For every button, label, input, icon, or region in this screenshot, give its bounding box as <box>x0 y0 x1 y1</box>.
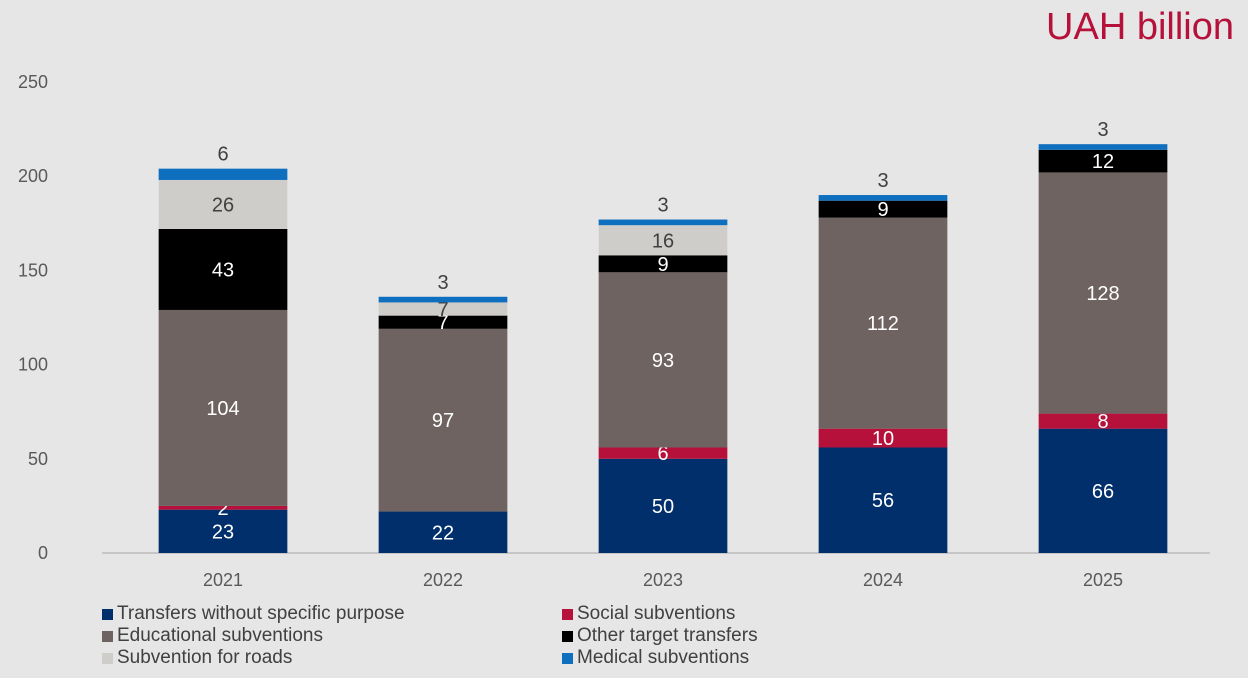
legend-swatch <box>102 630 113 642</box>
data-label: 7 <box>437 299 448 321</box>
y-tick-label: 250 <box>18 72 48 92</box>
bar-segment <box>598 447 728 459</box>
bar-stack-2024: 56 10 112 9 3 <box>818 170 948 553</box>
bar-segment <box>378 328 508 512</box>
bar-segment <box>818 195 948 201</box>
y-tick-label: 100 <box>18 355 48 375</box>
legend-label: Other target transfers <box>577 625 758 646</box>
data-label: 112 <box>867 313 899 335</box>
bar-stack-2022: 22 97 77 3 <box>378 272 508 553</box>
bar-segment <box>818 217 948 429</box>
bar-segment <box>598 225 728 256</box>
legend-label: Transfers without specific purpose <box>117 603 405 624</box>
bar-segment <box>1038 172 1168 414</box>
bar-segment <box>1038 144 1168 150</box>
data-label: 9 <box>657 254 668 276</box>
bar-segment <box>598 272 728 448</box>
bars: 2321044326622977735069391635610112936681… <box>158 119 1168 553</box>
data-label: 128 <box>1086 283 1119 305</box>
bar-stack-2021: 232 104 43 26 6 <box>158 144 288 553</box>
legend-label: Social subventions <box>577 603 736 624</box>
bar-segment <box>158 228 288 310</box>
bar-segment <box>1038 413 1168 429</box>
bar-segment <box>378 296 508 303</box>
data-label: 6 <box>657 443 668 465</box>
data-label: 97 <box>432 410 454 432</box>
data-label: 50 <box>652 496 674 518</box>
data-label: 66 <box>1092 481 1114 503</box>
bar-segment <box>598 255 728 273</box>
bar-segment <box>158 309 288 506</box>
x-axis: 2021 2022 2023 2024 2025 <box>102 552 1210 590</box>
data-label: 56 <box>872 490 894 512</box>
bar-segment <box>818 447 948 553</box>
y-tick-label: 0 <box>38 543 48 563</box>
data-label: 43 <box>212 259 234 281</box>
data-label: 6 <box>217 144 228 166</box>
data-label: 2 <box>217 498 228 520</box>
y-axis: 0 50 100 150 200 250 <box>18 72 48 563</box>
x-tick-label: 2023 <box>643 570 683 590</box>
legend-item: Educational subventions <box>102 625 562 647</box>
x-tick-label: 2024 <box>863 570 903 590</box>
y-tick-label: 50 <box>28 449 48 469</box>
legend-swatch <box>102 608 113 620</box>
data-label: 3 <box>657 195 668 217</box>
data-label: 10 <box>872 428 894 450</box>
x-tick-label: 2021 <box>203 570 243 590</box>
bar-segment <box>818 200 948 218</box>
bar-segment <box>378 302 508 316</box>
data-label: 9 <box>877 199 888 221</box>
legend-swatch <box>102 652 113 664</box>
bar-segment <box>1038 149 1168 173</box>
bar-segment <box>818 428 948 448</box>
bar-stack-2025: 66 8 128 12 3 <box>1038 119 1168 553</box>
data-label: 93 <box>652 350 674 372</box>
legend-item: Transfers without specific purpose <box>102 603 562 625</box>
data-label: 22 <box>432 522 454 544</box>
legend-item: Other target transfers <box>562 625 1002 647</box>
bar-segment <box>158 179 288 229</box>
x-tick-label: 2025 <box>1083 570 1123 590</box>
y-tick-label: 200 <box>18 166 48 186</box>
legend-swatch <box>562 652 573 664</box>
bar-segment <box>158 509 288 553</box>
data-label: 7 <box>437 312 448 334</box>
legend-label: Medical subventions <box>577 647 750 668</box>
legend-item: Subvention for roads <box>102 647 562 669</box>
data-label: 16 <box>652 230 674 252</box>
data-label: 12 <box>1092 151 1114 173</box>
data-label: 3 <box>437 272 448 294</box>
data-label: 3 <box>1097 119 1108 141</box>
legend-swatch <box>562 608 573 620</box>
legend: Transfers without specific purpose Social… <box>102 603 1002 669</box>
bar-segment <box>598 219 728 226</box>
y-tick-label: 150 <box>18 260 48 280</box>
data-label: 23 <box>212 521 234 543</box>
bar-stack-2023: 50 6 93 916 3 <box>598 195 728 553</box>
bar-segment <box>158 168 288 180</box>
legend-item: Social subventions <box>562 603 1002 625</box>
unit-label: UAH billion <box>1046 6 1234 48</box>
legend-item: Medical subventions <box>562 647 1002 669</box>
legend-label: Educational subventions <box>117 625 323 646</box>
bar-segment <box>598 458 728 553</box>
legend-label: Subvention for roads <box>117 647 293 668</box>
data-label: 26 <box>212 194 234 216</box>
bar-segment <box>158 505 288 510</box>
data-label: 104 <box>206 398 239 420</box>
bar-segment <box>1038 428 1168 553</box>
legend-swatch <box>562 630 573 642</box>
data-label: 3 <box>877 170 888 192</box>
bar-segment <box>378 511 508 553</box>
x-tick-label: 2022 <box>423 570 463 590</box>
data-label: 8 <box>1097 411 1108 433</box>
bar-segment <box>378 315 508 329</box>
